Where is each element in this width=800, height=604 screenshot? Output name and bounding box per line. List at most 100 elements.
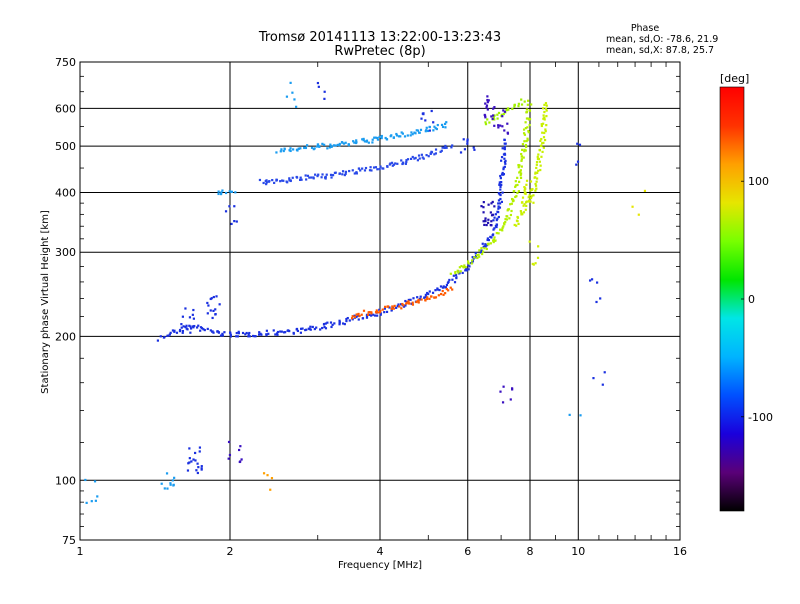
echo-point [289, 179, 292, 183]
echo-point [498, 193, 501, 196]
echo-point [235, 335, 238, 338]
echo-point [473, 148, 476, 151]
x-axis-label: Frequency [MHz] [338, 560, 422, 571]
echo-point [188, 324, 191, 327]
echo-point [315, 326, 318, 329]
echo-point [534, 182, 537, 186]
echo-point [499, 185, 502, 188]
echo-point [362, 309, 366, 312]
echo-point [248, 335, 251, 338]
echo-point [217, 190, 220, 193]
echo-point [518, 164, 521, 167]
echo-point [501, 171, 504, 175]
y-tick-label: 75 [62, 534, 76, 547]
echo-point [467, 260, 470, 263]
echo-point [93, 480, 97, 483]
echo-point [386, 305, 389, 308]
echo-point [464, 269, 467, 272]
echo-point [486, 101, 489, 104]
echo-point [436, 288, 439, 291]
echo-point [314, 173, 317, 176]
echo-point [352, 140, 355, 143]
echo-point [539, 168, 542, 172]
echo-point [502, 168, 505, 171]
echo-point [501, 401, 505, 404]
echo-point [181, 329, 185, 333]
echo-point [529, 200, 532, 203]
echo-point [299, 176, 302, 179]
echo-point [379, 309, 382, 313]
echo-point [530, 195, 533, 198]
echo-point [492, 219, 495, 222]
echo-point [497, 207, 500, 210]
echo-point [458, 266, 461, 269]
echo-point [485, 106, 488, 109]
echo-point [497, 199, 501, 202]
echo-point [227, 440, 231, 444]
echo-point [484, 219, 487, 222]
echo-point [282, 149, 285, 153]
echo-point [341, 322, 345, 325]
echo-point [406, 134, 409, 137]
echo-point [538, 160, 541, 163]
echo-point [490, 115, 493, 118]
echo-point [355, 172, 358, 175]
echo-point [523, 203, 526, 206]
echo-point [399, 135, 402, 138]
y-axis-label: Stationary phase Virtual Height [km] [40, 210, 51, 394]
echo-point [439, 292, 443, 296]
echo-point [295, 327, 299, 331]
echo-point [466, 140, 469, 143]
echo-point [334, 144, 337, 147]
echo-point [230, 222, 233, 226]
echo-point [424, 119, 427, 122]
echo-point [331, 323, 334, 326]
echo-point [518, 180, 521, 183]
echo-point [450, 146, 453, 149]
echo-point [240, 458, 243, 461]
echo-point [285, 180, 288, 183]
echo-point [542, 146, 545, 149]
echo-point [590, 278, 594, 281]
echo-point [492, 240, 495, 244]
echo-point [453, 281, 457, 284]
echo-point [267, 332, 270, 335]
echo-point [535, 166, 538, 170]
echo-point [325, 173, 328, 176]
echo-point [461, 271, 464, 275]
echo-point [433, 153, 436, 156]
echo-point [411, 301, 414, 304]
echo-point [191, 325, 195, 328]
echo-point [245, 331, 248, 335]
echo-point [445, 121, 448, 124]
echo-point [321, 326, 324, 330]
echo-point [409, 298, 412, 301]
echo-point [487, 203, 490, 206]
echo-point [427, 292, 430, 296]
x-tick-label: 10 [571, 545, 585, 558]
echo-point [542, 122, 545, 125]
echo-point [449, 286, 452, 289]
echo-point [452, 274, 455, 277]
echo-point [524, 121, 527, 124]
echo-point [462, 266, 465, 269]
echo-point [449, 272, 452, 275]
x-tick-label: 2 [227, 545, 234, 558]
echo-point [313, 147, 316, 150]
echo-point [355, 139, 358, 142]
echo-point [520, 159, 523, 162]
echo-point [84, 478, 87, 482]
echo-point [497, 232, 500, 235]
echo-point [498, 181, 501, 184]
echo-point [285, 95, 289, 98]
echo-point [357, 314, 360, 317]
echo-point [545, 114, 548, 118]
echo-point [497, 202, 500, 205]
echo-point [400, 159, 403, 162]
echo-point [273, 181, 276, 185]
echo-point [534, 171, 537, 174]
echo-point [503, 147, 506, 150]
echo-point [514, 180, 517, 183]
echo-point [234, 191, 237, 194]
echo-point [388, 306, 391, 309]
